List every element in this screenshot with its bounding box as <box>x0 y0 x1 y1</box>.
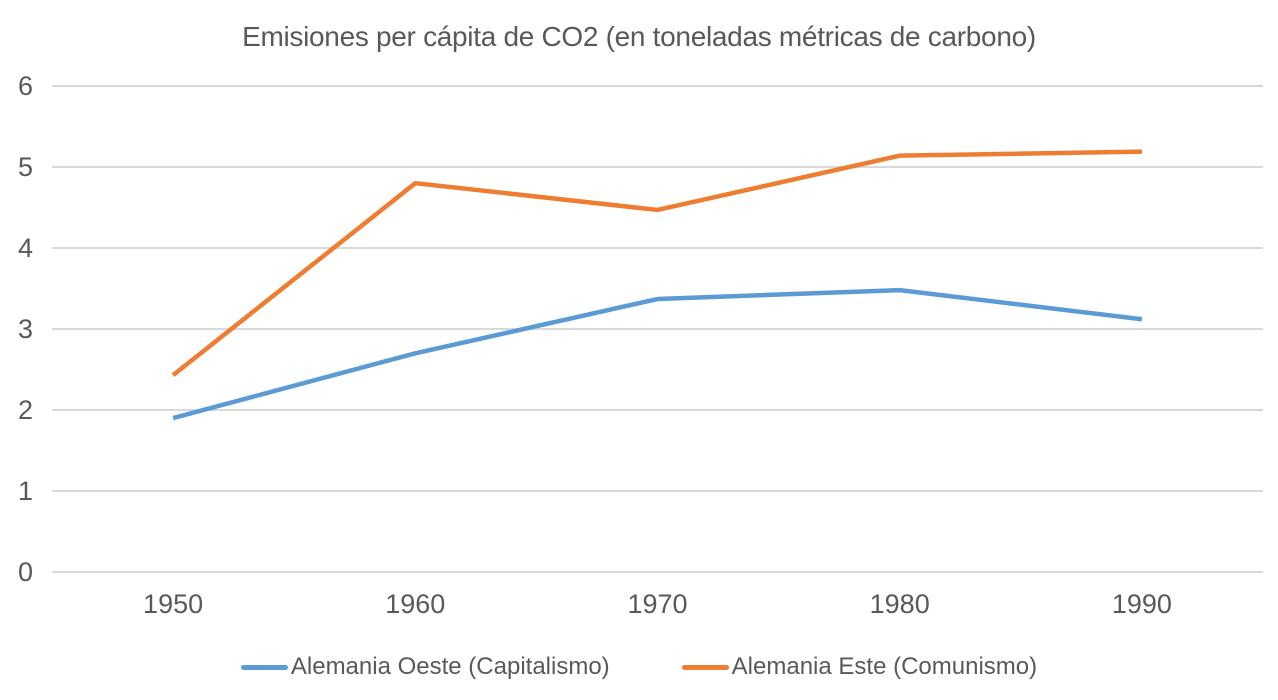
legend-label: Alemania Este (Comunismo) <box>731 653 1038 680</box>
legend-item-alemania-este-comunismo: Alemania Este (Comunismo) <box>681 653 1038 681</box>
legend-swatch-alemania-este-comunismo <box>681 664 729 670</box>
y-axis-tick-label-4: 4 <box>17 233 33 263</box>
y-axis-tick-label-1: 1 <box>17 476 33 506</box>
y-axis-tick-label-2: 2 <box>17 395 33 425</box>
legend: Alemania Oeste (Capitalismo) Alemania Est… <box>0 653 1278 681</box>
legend-label: Alemania Oeste (Capitalismo) <box>290 653 610 680</box>
chart-title: Emisiones per cápita de CO2 (en tonelada… <box>242 21 1036 52</box>
legend-swatch-alemania-oeste-capitalismo <box>240 664 288 670</box>
x-axis-tick-label-1990: 1990 <box>1111 589 1172 619</box>
y-axis-tick-label-6: 6 <box>17 71 33 101</box>
x-axis-tick-label-1970: 1970 <box>627 589 688 619</box>
legend-item-alemania-oeste-capitalismo: Alemania Oeste (Capitalismo) <box>240 653 610 681</box>
y-axis-tick-label-5: 5 <box>17 152 33 182</box>
x-axis-tick-label-1980: 1980 <box>869 589 930 619</box>
y-axis-tick-label-3: 3 <box>17 314 33 344</box>
series-line-alemania-oeste-capitalismo <box>172 287 1143 421</box>
series-line-alemania-este-comunismo <box>171 149 1142 377</box>
x-axis-tick-label-1960: 1960 <box>385 589 446 619</box>
x-axis-tick-label-1950: 1950 <box>143 589 204 619</box>
y-axis-tick-label-0: 0 <box>17 557 33 587</box>
